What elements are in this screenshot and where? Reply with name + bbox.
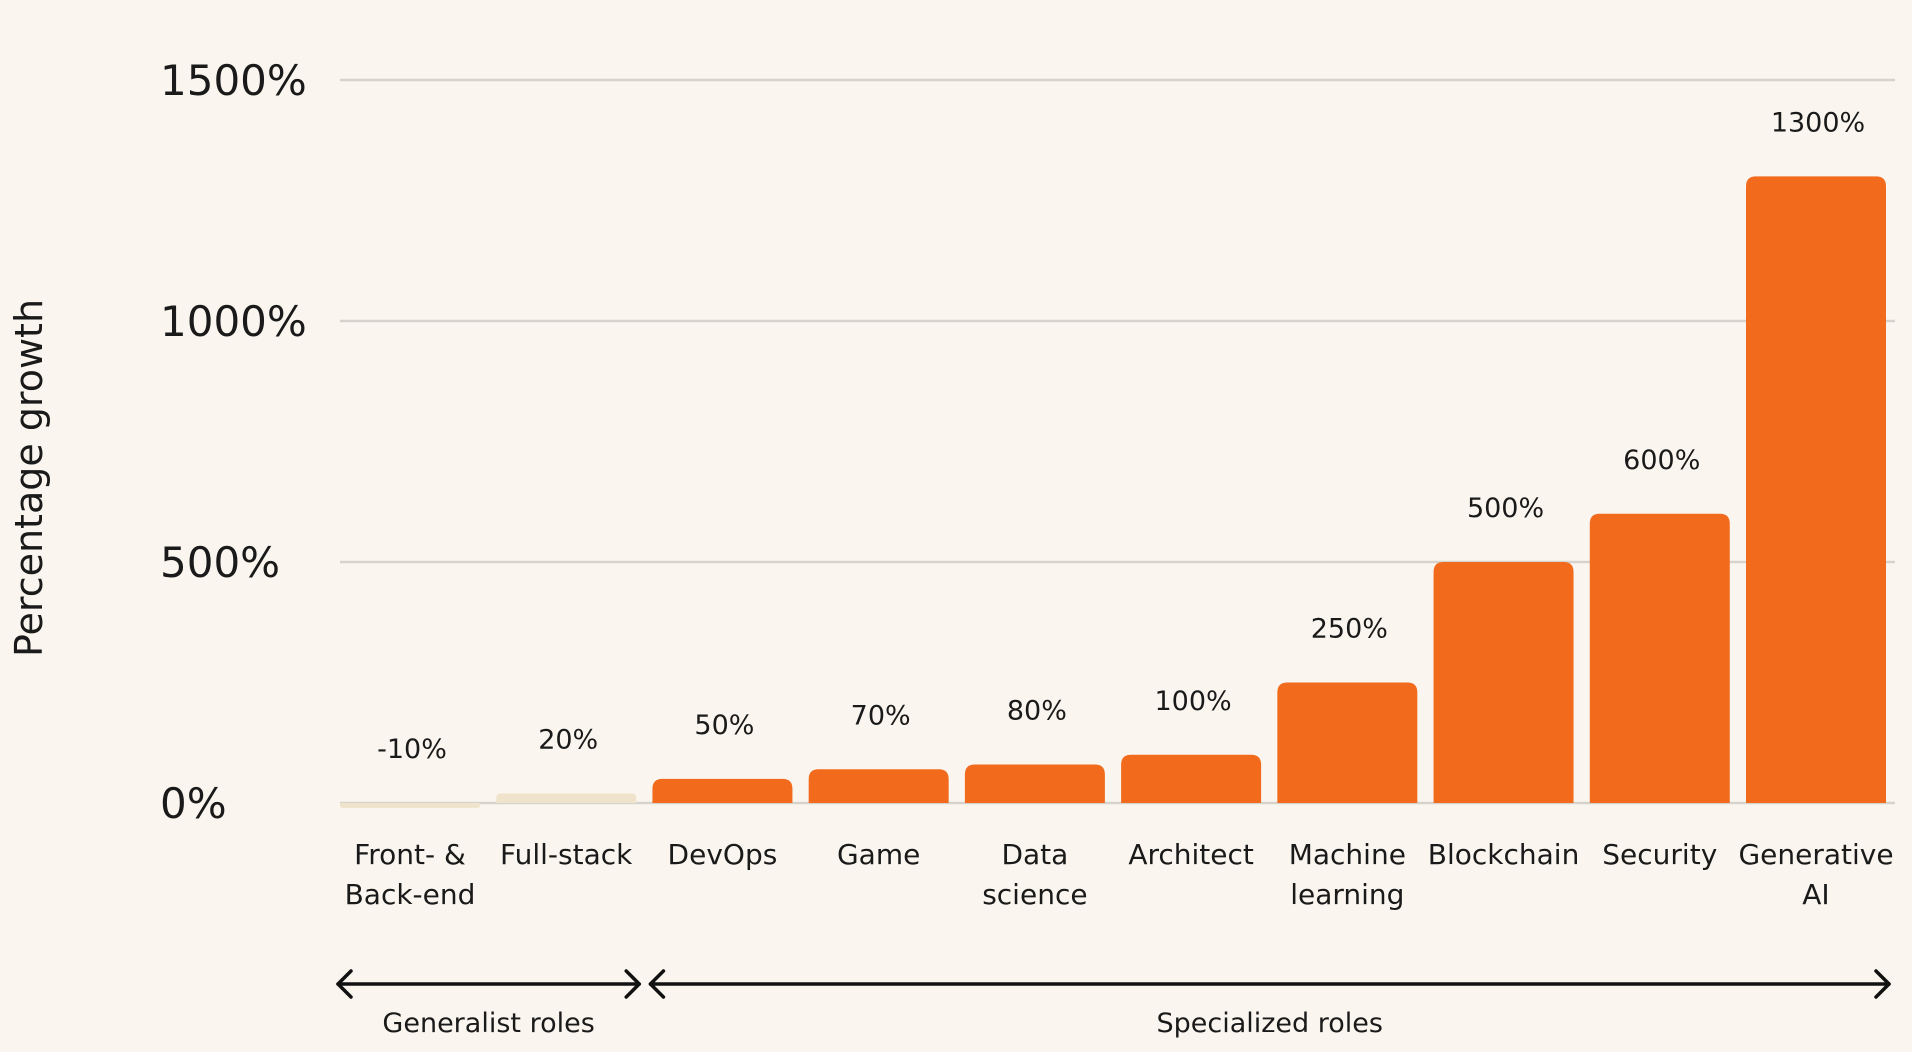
data-label: 600% xyxy=(1623,445,1700,476)
data-label: -10% xyxy=(377,734,447,765)
y-axis-label: Percentage growth xyxy=(7,299,51,657)
bar xyxy=(1589,513,1730,803)
y-tick-label: 0% xyxy=(160,779,227,828)
group-label: Generalist roles xyxy=(382,1008,594,1039)
bar xyxy=(1277,682,1418,803)
y-tick-label: 500% xyxy=(160,538,280,587)
category-label: Security xyxy=(1602,838,1717,871)
data-label: 100% xyxy=(1155,686,1232,717)
arrow-head-left xyxy=(336,969,353,999)
role-group-brackets: Generalist roles Specialized roles xyxy=(336,969,1891,1039)
bar xyxy=(496,793,637,803)
category-label: Machine learning xyxy=(1289,838,1406,911)
bar xyxy=(652,778,793,803)
data-label: 50% xyxy=(694,710,754,741)
bar xyxy=(808,769,949,803)
arrow-head-right xyxy=(1874,969,1891,999)
category-label: Full-stack xyxy=(500,838,633,871)
category-label: Game xyxy=(837,838,920,871)
data-label: 20% xyxy=(538,724,598,755)
data-label: 70% xyxy=(851,700,911,731)
data-label: 80% xyxy=(1007,695,1067,726)
bar xyxy=(1121,754,1262,803)
group-label: Specialized roles xyxy=(1156,1008,1383,1039)
category-label: Architect xyxy=(1128,838,1254,871)
category-label: DevOps xyxy=(668,838,778,871)
bar xyxy=(964,764,1105,803)
data-label: 250% xyxy=(1311,614,1388,645)
group-arrow: Generalist roles xyxy=(336,969,641,1039)
category-label: Generative AI xyxy=(1738,838,1893,911)
category-label: Blockchain xyxy=(1428,838,1580,871)
y-tick-label: 1000% xyxy=(160,297,307,346)
data-label: 1300% xyxy=(1771,107,1865,138)
category-labels: Front- & Back-end Full-stack DevOps Game Data… xyxy=(345,838,1894,911)
bars xyxy=(340,176,1886,808)
bar xyxy=(340,803,480,808)
bar xyxy=(1433,562,1574,803)
bar xyxy=(1746,176,1886,803)
arrow-head-right xyxy=(624,969,641,999)
category-label: Front- & Back-end xyxy=(345,838,476,911)
group-arrow: Specialized roles xyxy=(648,969,1891,1039)
data-labels: -10% 20% 50% 70% 80% 100% 250% 500% 600% 1300% xyxy=(377,107,1865,765)
arrow-head-left xyxy=(648,969,666,999)
y-tick-label: 1500% xyxy=(160,56,307,105)
category-label: Data science xyxy=(982,838,1087,911)
y-axis-tick-labels: 0% 500% 1000% 1500% xyxy=(160,56,307,828)
data-label: 500% xyxy=(1467,493,1544,524)
